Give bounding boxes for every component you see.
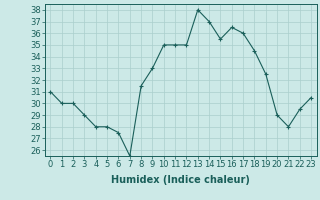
X-axis label: Humidex (Indice chaleur): Humidex (Indice chaleur) (111, 175, 250, 185)
